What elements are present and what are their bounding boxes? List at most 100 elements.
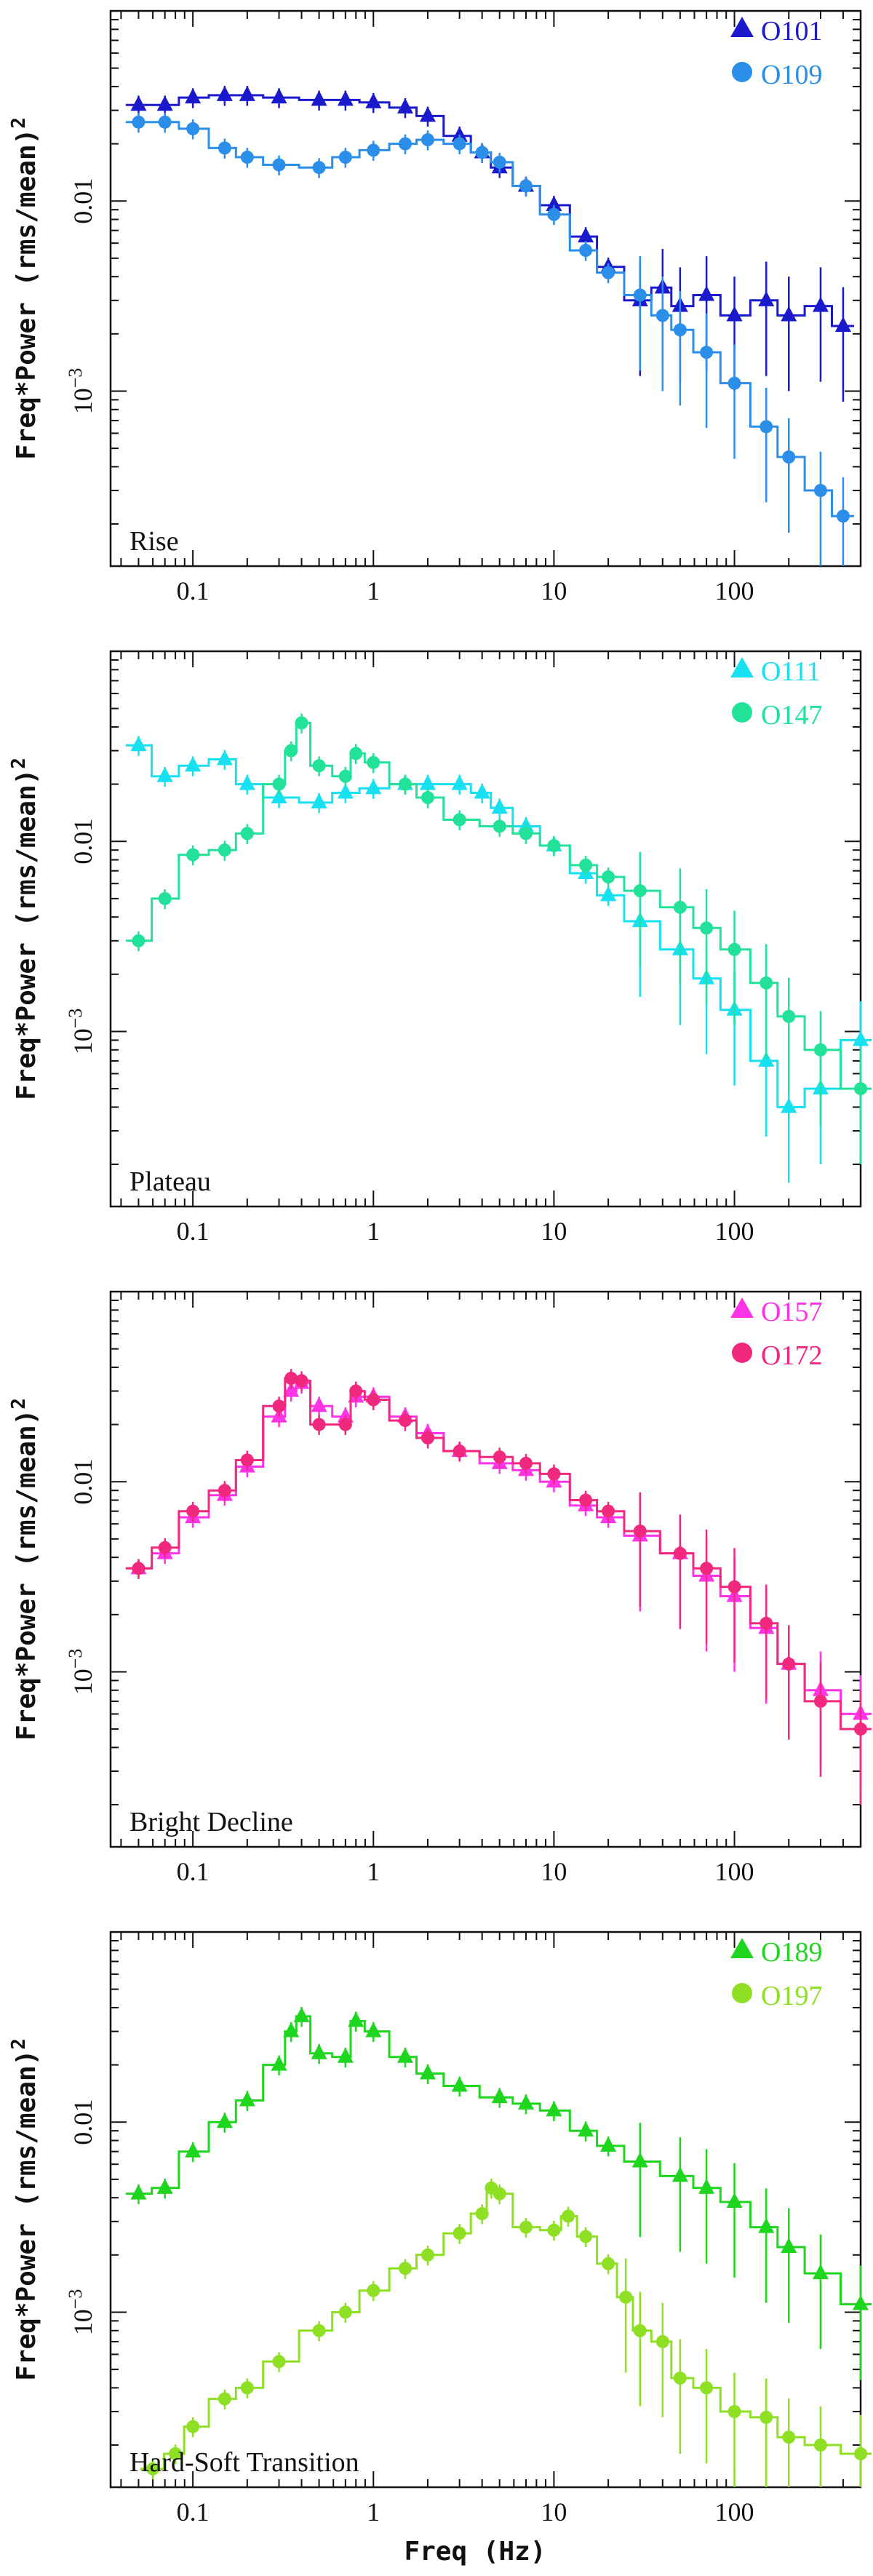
data-point [728, 2405, 741, 2419]
data-point [546, 196, 562, 212]
data-point [700, 2381, 714, 2395]
data-point [185, 756, 202, 772]
data-point [813, 484, 827, 498]
data-point [451, 2076, 468, 2092]
data-point [451, 774, 468, 790]
x-tick-label: 100 [715, 2497, 754, 2527]
data-point [602, 2257, 615, 2270]
x-tick-label: 0.1 [177, 2497, 210, 2527]
data-point [218, 843, 231, 857]
data-point [453, 2227, 466, 2241]
y-ticks [111, 651, 861, 1166]
data-point [728, 942, 741, 956]
data-point [240, 827, 254, 840]
legend-entry-O197: O197 [732, 1981, 822, 2011]
data-point [365, 2022, 382, 2038]
legend-marker [732, 702, 752, 723]
data-point [293, 2006, 310, 2022]
data-point [349, 1384, 363, 1398]
data-point [348, 2011, 364, 2027]
data-point [367, 143, 380, 157]
data-point [519, 2220, 533, 2234]
x-tick-label: 0.1 [177, 1857, 210, 1886]
data-point [781, 2238, 797, 2254]
data-point [239, 85, 255, 101]
data-point [836, 509, 850, 523]
x-tick-label: 10 [541, 576, 567, 605]
data-point [834, 317, 851, 333]
data-point [517, 2094, 534, 2110]
y-axis-title: Freq*Power (rms/mean)2 [8, 2038, 41, 2381]
data-point [216, 2112, 233, 2128]
legend-label: O189 [761, 1937, 822, 1968]
series-line [125, 94, 854, 327]
y-tick-label: 10−3 [65, 2289, 97, 2336]
data-point [760, 2410, 773, 2424]
data-point [578, 227, 594, 243]
data-point [271, 2055, 287, 2071]
data-point [216, 750, 233, 766]
data-point [185, 2142, 202, 2158]
legend-marker [732, 62, 752, 82]
data-point [295, 1374, 308, 1388]
legend-entry-O101: O101 [730, 16, 822, 47]
series-line [125, 1382, 872, 1715]
data-point [272, 1399, 286, 1413]
data-point [728, 1580, 741, 1594]
data-point [813, 2438, 827, 2452]
data-point [782, 2430, 796, 2444]
data-point [398, 1414, 412, 1428]
data-point [240, 2381, 254, 2395]
data-point [158, 891, 172, 905]
data-point [337, 783, 354, 799]
data-point [579, 858, 593, 872]
data-point [633, 2323, 647, 2337]
data-point [398, 137, 412, 151]
data-point [283, 1381, 300, 1397]
data-point [475, 146, 489, 159]
y-tick-exponent: −3 [65, 2289, 86, 2310]
data-point [453, 137, 466, 151]
x-ticks [120, 11, 861, 566]
data-point [283, 2022, 300, 2038]
data-point [578, 2121, 594, 2137]
data-point [519, 179, 533, 193]
data-point [186, 2420, 200, 2433]
y-axis-title-exponent: 2 [8, 758, 30, 769]
data-point [758, 290, 775, 306]
data-point [698, 285, 715, 301]
legend-label: O101 [761, 16, 822, 47]
series-line [125, 2015, 872, 2306]
data-point [600, 2136, 617, 2152]
data-point [760, 420, 773, 434]
data-point [146, 2462, 160, 2476]
data-point [671, 2166, 688, 2182]
data-point [186, 122, 200, 135]
data-point [728, 376, 741, 390]
data-point [673, 2372, 687, 2385]
data-point [655, 309, 669, 322]
y-axis-title: Freq*Power (rms/mean)2 [8, 1398, 41, 1741]
data-point [420, 791, 434, 805]
data-point [349, 747, 363, 760]
x-tick-label: 1 [367, 1217, 380, 1246]
data-point [337, 1407, 354, 1423]
data-point [169, 2447, 183, 2460]
data-point [673, 1546, 687, 1560]
data-point [491, 798, 508, 814]
data-point [602, 266, 615, 279]
series-O147 [125, 713, 872, 1165]
x-tick-label: 10 [541, 2497, 567, 2527]
series-O111 [125, 736, 872, 1183]
data-point [338, 2305, 352, 2319]
x-tick-label: 1 [367, 576, 380, 605]
data-point [853, 1030, 869, 1046]
data-point [812, 296, 829, 312]
legend-marker [732, 1343, 752, 1363]
data-point [284, 1372, 298, 1386]
data-point [758, 2217, 775, 2233]
data-point [673, 323, 687, 337]
data-point [519, 1456, 533, 1470]
data-point [700, 921, 714, 935]
